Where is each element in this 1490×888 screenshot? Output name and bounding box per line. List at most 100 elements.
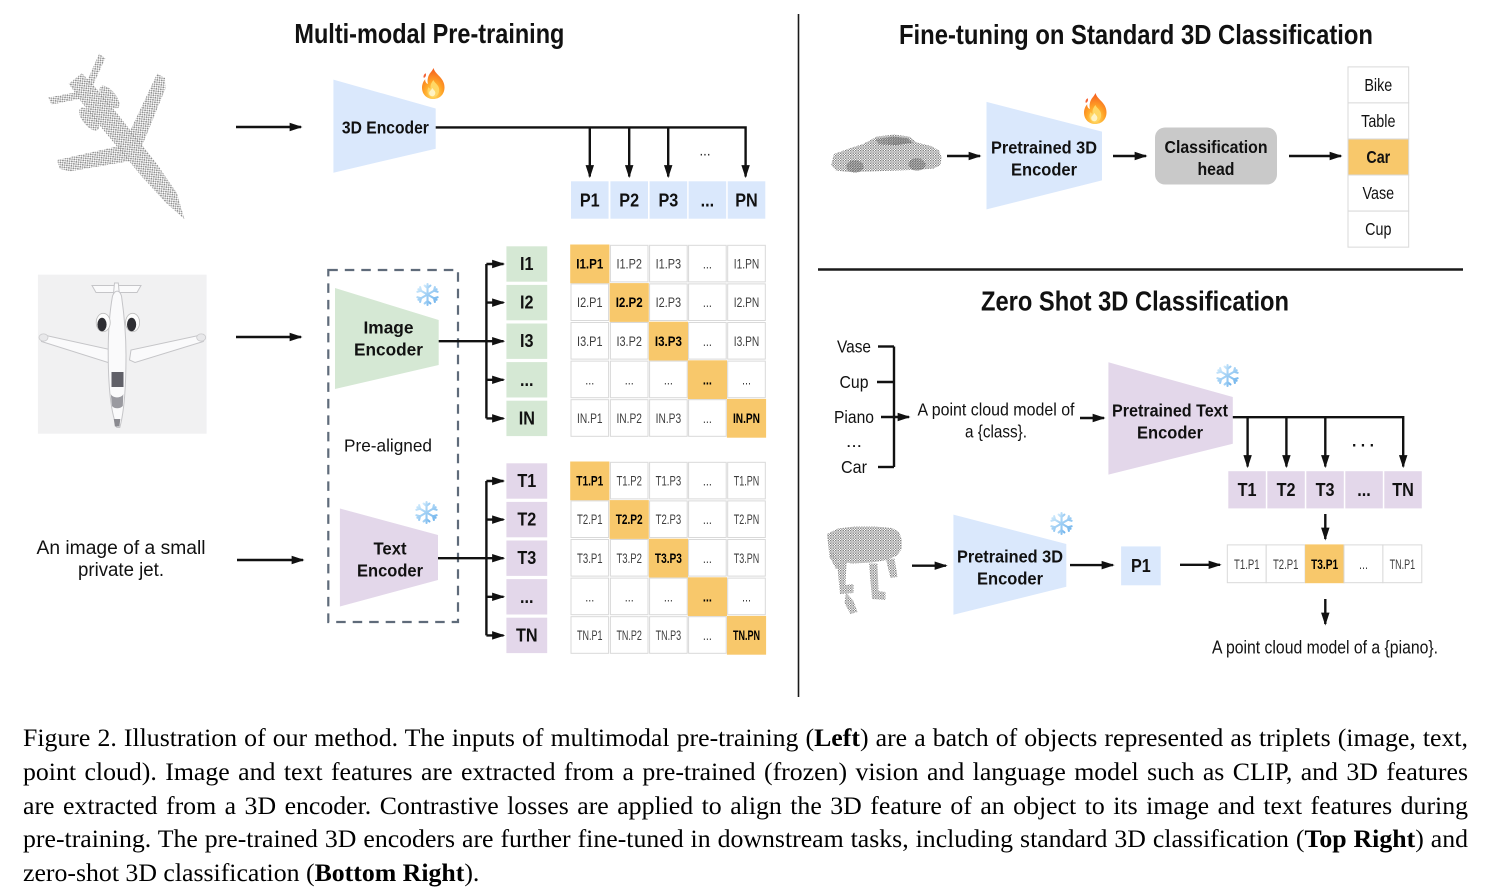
svg-text:P2: P2 [619, 191, 639, 211]
svg-text:TN: TN [516, 625, 538, 645]
svg-text:Piano: Piano [834, 407, 874, 427]
svg-text:T2.PN: T2.PN [734, 511, 760, 527]
svg-text:IN.P3: IN.P3 [656, 410, 682, 426]
svg-text:PN: PN [735, 191, 758, 211]
svg-text:Car: Car [1366, 147, 1390, 167]
svg-text:IN: IN [519, 408, 535, 428]
svg-text:...: ... [846, 431, 862, 451]
svg-text:TN.PN: TN.PN [733, 627, 760, 643]
svg-text:Table: Table [1361, 111, 1395, 131]
svg-text:...: ... [1357, 480, 1371, 500]
svg-text:T2: T2 [517, 510, 536, 530]
svg-text:I3.P3: I3.P3 [655, 333, 682, 349]
svg-text:I1: I1 [520, 254, 534, 274]
svg-text:...: ... [700, 143, 711, 160]
svg-text:T3: T3 [1316, 480, 1335, 500]
svg-text:I1.P3: I1.P3 [656, 256, 682, 272]
svg-text:T1.P3: T1.P3 [656, 473, 682, 489]
svg-text:I1.PN: I1.PN [734, 256, 760, 272]
svg-text:Encoder: Encoder [977, 569, 1043, 589]
svg-text:Pretrained 3D: Pretrained 3D [957, 547, 1063, 567]
svg-text:T2: T2 [1277, 480, 1296, 500]
svg-text:IN.P2: IN.P2 [616, 410, 642, 426]
svg-text:I3.P2: I3.P2 [616, 333, 642, 349]
svg-text:Zero Shot 3D Classification: Zero Shot 3D Classification [981, 286, 1289, 317]
svg-text:I3.PN: I3.PN [734, 333, 760, 349]
svg-text:...: ... [585, 588, 594, 604]
svg-text:P3: P3 [659, 191, 679, 211]
svg-text:...: ... [664, 588, 673, 604]
svg-text:...: ... [585, 371, 594, 387]
svg-text:...: ... [520, 587, 534, 607]
svg-text:IN.PN: IN.PN [733, 410, 760, 426]
svg-text:T3.P2: T3.P2 [616, 550, 642, 566]
svg-text:T1: T1 [1238, 480, 1257, 500]
svg-text:T2.P2: T2.P2 [616, 511, 643, 527]
svg-text:TN.P2: TN.P2 [616, 627, 642, 643]
svg-text:Cup: Cup [1365, 219, 1391, 239]
svg-text:...: ... [703, 627, 712, 643]
svg-text:A point cloud model of: A point cloud model of [918, 400, 1075, 420]
svg-text:T3.P1: T3.P1 [1311, 556, 1338, 572]
svg-text:...: ... [520, 370, 534, 390]
svg-text:I2: I2 [520, 293, 534, 313]
svg-text:...: ... [703, 473, 712, 489]
svg-text:Image: Image [364, 318, 414, 338]
svg-text:Pretrained 3D: Pretrained 3D [991, 138, 1097, 158]
svg-text:...: ... [703, 511, 712, 527]
svg-text:P1: P1 [580, 191, 600, 211]
svg-text:Encoder: Encoder [354, 340, 423, 360]
svg-text:head: head [1198, 159, 1235, 179]
svg-text:Multi-modal Pre-training: Multi-modal Pre-training [294, 18, 564, 49]
svg-text:a {class}.: a {class}. [965, 422, 1027, 442]
svg-text:I3.P1: I3.P1 [577, 333, 603, 349]
svg-text:I1.P1: I1.P1 [576, 256, 603, 272]
svg-text:P1: P1 [1131, 556, 1151, 576]
svg-text:Bike: Bike [1364, 75, 1392, 95]
svg-text:TN.P1: TN.P1 [577, 627, 603, 643]
svg-text:Fine-tuning on Standard 3D Cla: Fine-tuning on Standard 3D Classificatio… [899, 19, 1373, 50]
svg-text:...: ... [664, 371, 673, 387]
svg-text:T3.PN: T3.PN [734, 550, 760, 566]
svg-text:...: ... [703, 256, 712, 272]
svg-text:. . .: . . . [1352, 432, 1374, 451]
svg-text:I2.P1: I2.P1 [577, 294, 603, 310]
svg-text:3D Encoder: 3D Encoder [342, 118, 429, 138]
svg-text:A point cloud model of a {pian: A point cloud model of a {piano}. [1212, 638, 1438, 658]
svg-text:T2.P1: T2.P1 [1273, 556, 1299, 572]
svg-text:IN.P1: IN.P1 [577, 410, 603, 426]
svg-text:private jet.: private jet. [78, 560, 164, 581]
svg-text:...: ... [703, 410, 712, 426]
svg-text:TN: TN [1392, 480, 1414, 500]
svg-text:...: ... [703, 550, 712, 566]
svg-text:...: ... [1359, 556, 1368, 572]
svg-text:I1.P2: I1.P2 [616, 256, 642, 272]
svg-text:T2.P1: T2.P1 [577, 511, 603, 527]
svg-text:T3: T3 [517, 548, 536, 568]
svg-text:I2.PN: I2.PN [734, 294, 760, 310]
svg-text:T1.PN: T1.PN [734, 473, 760, 489]
svg-text:T1: T1 [517, 471, 536, 491]
svg-text:T3.P3: T3.P3 [655, 550, 682, 566]
svg-text:I2.P2: I2.P2 [616, 294, 643, 310]
svg-text:T1.P2: T1.P2 [616, 473, 642, 489]
svg-text:Cup: Cup [840, 372, 869, 392]
svg-text:Text: Text [374, 539, 407, 559]
svg-text:T1.P1: T1.P1 [576, 473, 603, 489]
svg-text:...: ... [625, 588, 634, 604]
svg-text:...: ... [703, 588, 712, 604]
svg-text:T2.P3: T2.P3 [656, 511, 682, 527]
svg-text:Pretrained Text: Pretrained Text [1112, 401, 1228, 421]
svg-text:TN.P1: TN.P1 [1390, 556, 1416, 572]
svg-text:T1.P1: T1.P1 [1234, 556, 1260, 572]
svg-text:...: ... [701, 191, 715, 211]
svg-text:...: ... [625, 371, 634, 387]
svg-text:TN.P3: TN.P3 [656, 627, 682, 643]
svg-text:Car: Car [841, 457, 867, 477]
svg-text:Classification: Classification [1165, 137, 1268, 157]
svg-text:Encoder: Encoder [1011, 160, 1077, 180]
svg-text:...: ... [703, 333, 712, 349]
svg-text:...: ... [703, 371, 712, 387]
svg-text:...: ... [742, 371, 751, 387]
svg-text:T3.P1: T3.P1 [577, 550, 603, 566]
